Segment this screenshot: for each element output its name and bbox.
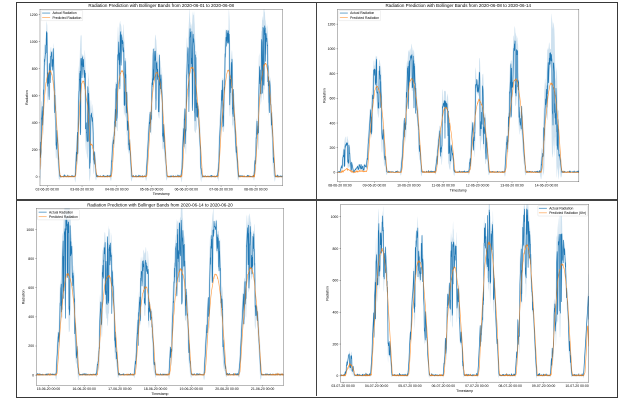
svg-text:05-07-20 00:00: 05-07-20 00:00 (398, 384, 422, 388)
svg-text:Radiation: Radiation (325, 286, 329, 301)
svg-text:Actual Radiation: Actual Radiation (52, 11, 76, 15)
svg-text:18-06-20 00:00: 18-06-20 00:00 (144, 387, 168, 391)
svg-text:200: 200 (32, 148, 38, 152)
svg-text:09-07-20 00:00: 09-07-20 00:00 (532, 384, 556, 388)
svg-text:Actual Radiation: Actual Radiation (350, 11, 374, 15)
svg-text:08-06-20 00:00: 08-06-20 00:00 (244, 188, 268, 192)
svg-text:Radiation: Radiation (322, 88, 326, 103)
svg-text:Predicted Radiation (6hr): Predicted Radiation (6hr) (549, 211, 586, 215)
svg-text:Predicted Radiation: Predicted Radiation (350, 16, 379, 20)
svg-text:08-07-20 00:00: 08-07-20 00:00 (498, 384, 522, 388)
svg-text:600: 600 (28, 286, 34, 290)
svg-text:05-06-20 00:00: 05-06-20 00:00 (140, 188, 164, 192)
svg-text:400: 400 (32, 121, 38, 125)
svg-text:200: 200 (28, 344, 34, 348)
svg-text:Radiation: Radiation (25, 90, 29, 105)
svg-text:Predicted Radiation: Predicted Radiation (49, 215, 78, 219)
svg-text:02-06-20 00:00: 02-06-20 00:00 (36, 188, 60, 192)
svg-text:15-06-20 00:00: 15-06-20 00:00 (37, 387, 61, 391)
svg-text:20-06-20 00:00: 20-06-20 00:00 (215, 387, 239, 391)
svg-text:08-06-20 00:00: 08-06-20 00:00 (328, 184, 352, 188)
svg-text:03-06-20 00:00: 03-06-20 00:00 (70, 188, 94, 192)
svg-text:400: 400 (330, 121, 336, 125)
svg-text:Radiation Prediction with Boll: Radiation Prediction with Bollinger Band… (87, 202, 233, 207)
svg-text:Timestamp: Timestamp (153, 192, 170, 196)
svg-text:07-06-20 00:00: 07-06-20 00:00 (209, 188, 233, 192)
svg-text:06-07-20 00:00: 06-07-20 00:00 (432, 384, 456, 388)
svg-text:12-06-20 00:00: 12-06-20 00:00 (466, 184, 490, 188)
svg-text:1200: 1200 (30, 13, 38, 17)
svg-text:1000: 1000 (26, 228, 34, 232)
svg-text:Radiation: Radiation (21, 289, 25, 304)
svg-text:11-06-20 00:00: 11-06-20 00:00 (432, 184, 455, 188)
svg-text:800: 800 (32, 67, 38, 71)
svg-text:09-06-20 00:00: 09-06-20 00:00 (363, 184, 387, 188)
svg-text:0: 0 (333, 171, 335, 175)
svg-text:Radiation Prediction with Boll: Radiation Prediction with Bollinger Band… (385, 3, 531, 8)
svg-text:03-07-20 00:00: 03-07-20 00:00 (331, 384, 355, 388)
svg-text:04-07-20 00:00: 04-07-20 00:00 (365, 384, 389, 388)
svg-text:0: 0 (32, 373, 34, 377)
svg-text:Timestamp: Timestamp (152, 392, 169, 396)
svg-text:21-06-20 00:00: 21-06-20 00:00 (251, 387, 275, 391)
svg-text:13-06-20 00:00: 13-06-20 00:00 (500, 184, 524, 188)
svg-text:800: 800 (330, 72, 336, 76)
svg-text:Predicted Radiation: Predicted Radiation (52, 16, 81, 20)
svg-text:1200: 1200 (328, 22, 336, 26)
svg-text:0: 0 (336, 374, 338, 378)
svg-text:10-06-20 00:00: 10-06-20 00:00 (397, 184, 421, 188)
svg-text:400: 400 (333, 310, 339, 314)
svg-text:600: 600 (333, 279, 339, 283)
svg-text:Timestamp: Timestamp (450, 188, 467, 192)
svg-text:200: 200 (330, 146, 336, 150)
svg-text:1000: 1000 (331, 215, 339, 219)
svg-text:07-07-20 00:00: 07-07-20 00:00 (465, 384, 489, 388)
svg-text:800: 800 (28, 257, 34, 261)
svg-text:Radiation Prediction with Boll: Radiation Prediction with Bollinger Band… (88, 3, 234, 8)
svg-text:04-06-20 00:00: 04-06-20 00:00 (105, 188, 129, 192)
svg-text:1000: 1000 (30, 40, 38, 44)
svg-text:800: 800 (333, 247, 339, 251)
svg-text:Timestamp: Timestamp (456, 389, 473, 393)
svg-text:Actual Radiation: Actual Radiation (49, 210, 73, 214)
svg-text:19-06-20 00:00: 19-06-20 00:00 (180, 387, 204, 391)
svg-text:200: 200 (333, 342, 339, 346)
svg-text:17-06-20 00:00: 17-06-20 00:00 (108, 387, 132, 391)
svg-text:0: 0 (36, 175, 38, 179)
svg-text:600: 600 (330, 97, 336, 101)
svg-text:Actual Radiation: Actual Radiation (549, 206, 573, 210)
svg-text:06-06-20 00:00: 06-06-20 00:00 (175, 188, 199, 192)
svg-text:14-06-20 00:00: 14-06-20 00:00 (535, 184, 559, 188)
svg-text:1000: 1000 (328, 47, 336, 51)
svg-text:600: 600 (32, 94, 38, 98)
svg-text:16-06-20 00:00: 16-06-20 00:00 (72, 387, 96, 391)
svg-text:10-07-20 00:00: 10-07-20 00:00 (565, 384, 589, 388)
svg-text:400: 400 (28, 315, 34, 319)
